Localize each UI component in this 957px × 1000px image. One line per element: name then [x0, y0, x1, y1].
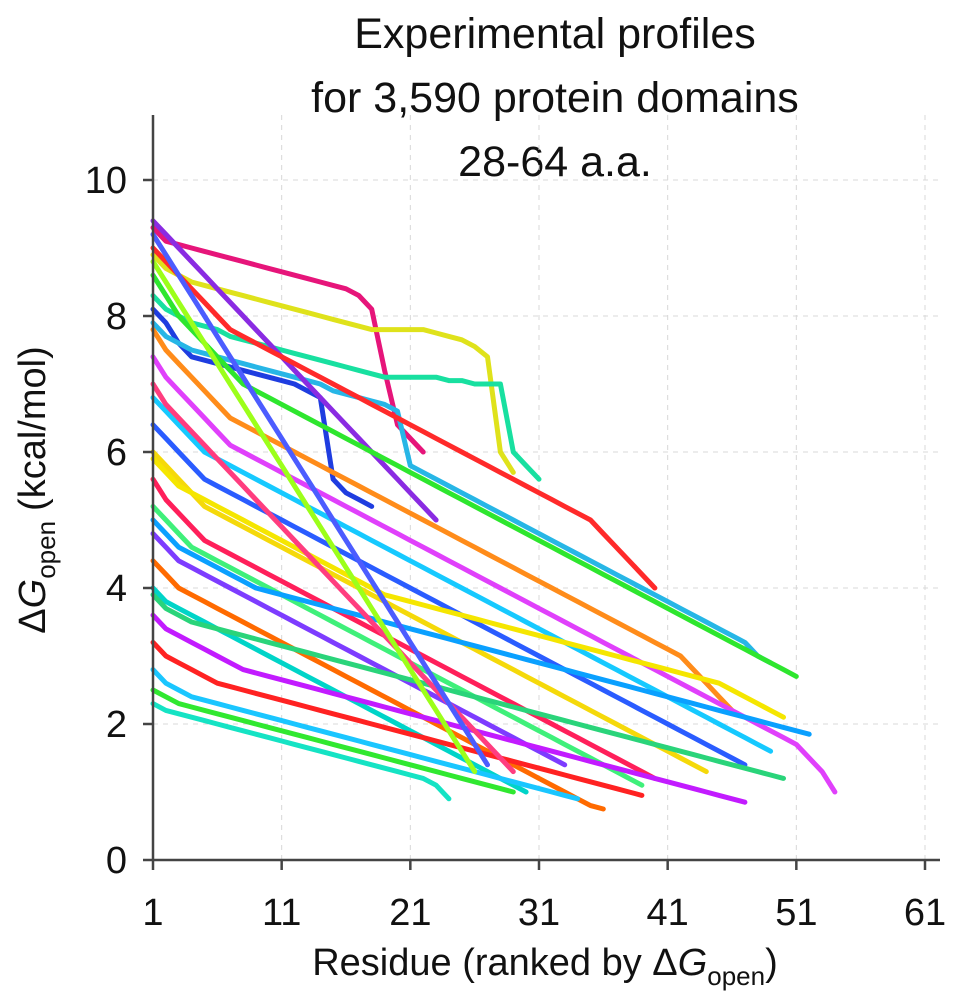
profile-line-15 [150, 531, 568, 768]
title-line-3: 28-64 a.a. [458, 138, 652, 186]
x-tick-label-6: 61 [904, 892, 946, 934]
profile-line-18 [150, 612, 748, 805]
profile-line-11 [150, 422, 748, 768]
profile-lines [150, 218, 838, 812]
profile-line-2 [150, 293, 542, 482]
y-tick-label-2: 4 [106, 568, 127, 610]
profile-line-9 [150, 354, 838, 795]
profile-line-14 [150, 503, 645, 788]
y-tick-labels: 0 2 4 6 8 10 [85, 160, 127, 882]
y-tick-label-4: 8 [106, 296, 127, 338]
title-line-1: Experimental profiles [354, 10, 756, 58]
gridlines [152, 115, 940, 861]
profile-line-5 [150, 218, 439, 523]
y-axis-label: ΔGopen(kcal/mol) [12, 346, 61, 633]
y-tick-label-1: 2 [106, 704, 127, 746]
x-tick-label-2: 21 [389, 892, 431, 934]
profile-line-28 [150, 259, 478, 775]
x-tick-label-0: 1 [142, 892, 163, 934]
profile-line-6 [150, 245, 658, 591]
profile-line-24 [150, 517, 812, 737]
profile-line-4 [150, 320, 774, 666]
x-axis-label: Residue (ranked by ΔGopen) [312, 942, 778, 991]
profile-line-22 [150, 701, 452, 802]
y-tick-label-3: 6 [106, 432, 127, 474]
profile-line-21 [150, 687, 516, 795]
profile-line-27 [150, 231, 490, 768]
x-tick-label-1: 11 [262, 892, 301, 934]
axes [143, 115, 940, 870]
title-line-2: for 3,590 protein domains [311, 74, 799, 122]
x-tick-labels: 1 11 21 31 41 51 61 [142, 892, 946, 934]
chart-title: Experimental profiles for 3,590 protein … [311, 10, 799, 186]
profile-line-23 [150, 456, 786, 720]
profile-line-19 [150, 639, 645, 798]
profile-line-7 [150, 272, 799, 679]
profile-line-3 [150, 306, 375, 509]
y-tick-label-0: 0 [106, 840, 127, 882]
x-tick-label-3: 31 [518, 892, 560, 934]
x-tick-label-5: 51 [775, 892, 817, 934]
profile-line-20 [150, 667, 581, 802]
profile-line-13 [150, 476, 658, 781]
profile-line-25 [150, 592, 786, 781]
profile-line-12 [150, 449, 709, 775]
profile-line-0 [150, 225, 426, 455]
x-tick-label-4: 41 [647, 892, 689, 934]
profile-line-16 [150, 558, 606, 812]
y-tick-label-5: 10 [85, 160, 127, 202]
profile-line-8 [150, 327, 735, 713]
